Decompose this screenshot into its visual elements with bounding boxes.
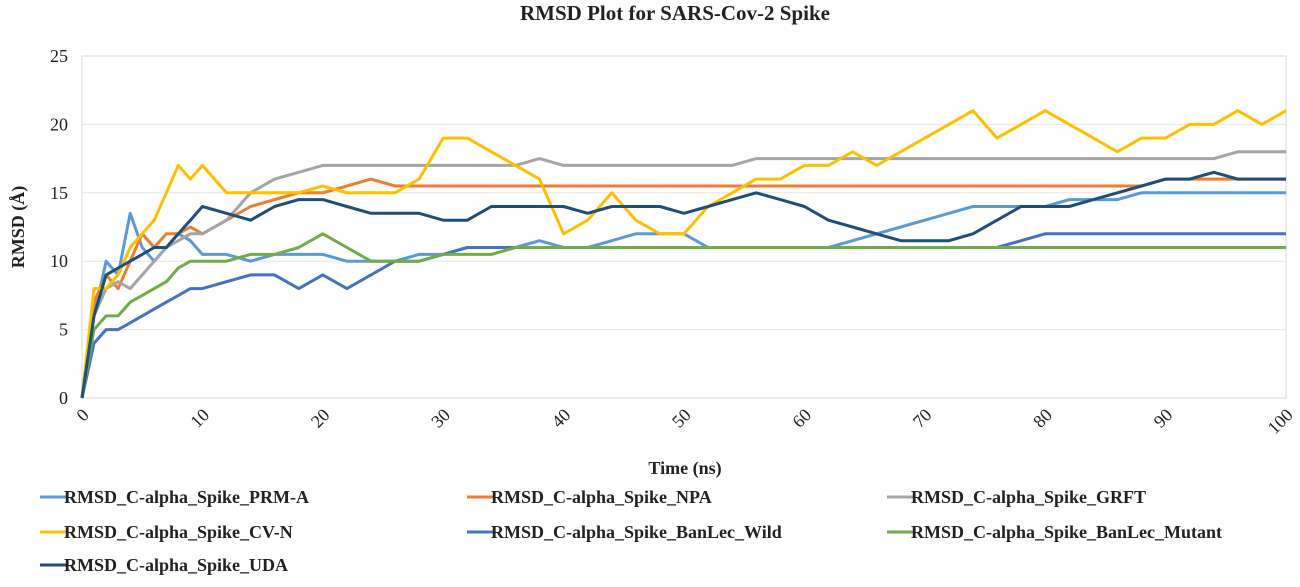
x-tick-label: 20 <box>307 405 334 432</box>
y-axis-ticks: 0 5 10 15 20 25 <box>50 46 68 408</box>
series-lines <box>80 109 1287 399</box>
series-line-6 <box>80 232 1286 399</box>
x-tick-label: 30 <box>427 405 454 432</box>
y-axis-label: RMSD (Å) <box>8 186 29 269</box>
y-tick-label: 10 <box>50 251 68 271</box>
x-tick-label: 100 <box>1264 405 1297 438</box>
x-tick-label: 40 <box>548 405 575 432</box>
legend-label: RMSD_C-alpha_Spike_UDA <box>64 555 288 575</box>
legend-label: RMSD_C-alpha_Spike_BanLec_Mutant <box>911 522 1222 542</box>
plot-area <box>81 55 1287 399</box>
x-tick-label: 50 <box>668 405 695 432</box>
legend-label: RMSD_C-alpha_Spike_BanLec_Wild <box>491 522 782 542</box>
legend-label: RMSD_C-alpha_Spike_CV-N <box>64 522 293 542</box>
series-line-1 <box>80 191 1286 399</box>
x-tick-label: 10 <box>186 405 213 432</box>
series-line-7 <box>80 170 1286 399</box>
series-line-3 <box>80 150 1286 399</box>
y-tick-label: 20 <box>50 114 68 134</box>
y-tick-label: 15 <box>50 183 68 203</box>
x-tick-label: 90 <box>1150 405 1177 432</box>
y-tick-label: 5 <box>59 320 68 340</box>
chart-title: RMSD Plot for SARS-Cov-2 Spike <box>520 1 830 25</box>
legend-label: RMSD_C-alpha_Spike_GRFT <box>911 487 1146 507</box>
x-tick-label: 80 <box>1029 405 1056 432</box>
y-tick-label: 0 <box>59 388 68 408</box>
x-axis-label: Time (ns) <box>648 458 721 479</box>
legend-label: RMSD_C-alpha_Spike_PRM-A <box>64 487 309 507</box>
x-tick-label: 0 <box>72 405 93 426</box>
x-tick-label: 60 <box>788 405 815 432</box>
x-tick-label: 70 <box>909 405 936 432</box>
y-tick-label: 25 <box>50 46 68 66</box>
gridlines <box>82 55 1286 399</box>
x-axis-ticks: 0 10 20 30 40 50 60 70 80 90 100 <box>72 405 1297 438</box>
series-line-2 <box>80 177 1286 399</box>
legend-label: RMSD_C-alpha_Spike_NPA <box>491 487 712 507</box>
legend: RMSD_C-alpha_Spike_PRM-A RMSD_C-alpha_Spi… <box>40 487 1222 575</box>
